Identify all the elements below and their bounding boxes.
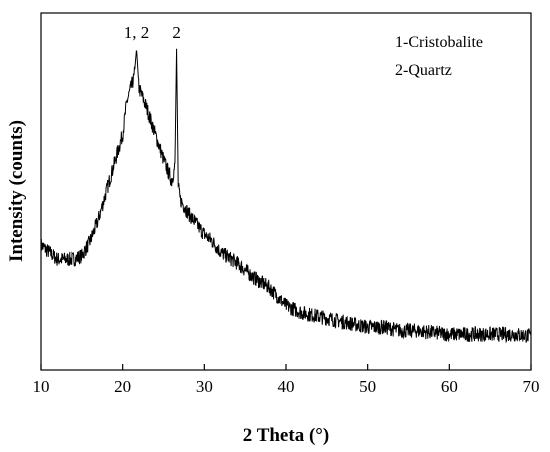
series-layer bbox=[40, 48, 532, 344]
x-tick-label: 60 bbox=[441, 377, 458, 396]
series-line bbox=[40, 48, 532, 344]
x-tick-label: 70 bbox=[523, 377, 540, 396]
x-axis-ticks: 10 20 30 40 50 60 70 bbox=[33, 364, 540, 396]
x-axis-title: 2 Theta (°) bbox=[243, 425, 329, 446]
legend-entry-1: 1-Cristobalite bbox=[395, 34, 483, 51]
peak-label: 2 bbox=[172, 23, 181, 42]
plot-frame bbox=[40, 12, 532, 371]
x-tick-label: 20 bbox=[114, 377, 131, 396]
x-tick-label: 30 bbox=[196, 377, 213, 396]
peak-annotations: 1, 2 2 bbox=[124, 23, 181, 42]
x-tick-label: 50 bbox=[359, 377, 376, 396]
y-axis-title: Intensity (counts) bbox=[6, 120, 27, 262]
legend-entry-2: 2-Quartz bbox=[395, 62, 452, 79]
x-tick-label: 40 bbox=[278, 377, 295, 396]
peak-label: 1, 2 bbox=[124, 23, 150, 42]
x-tick-label: 10 bbox=[33, 377, 50, 396]
